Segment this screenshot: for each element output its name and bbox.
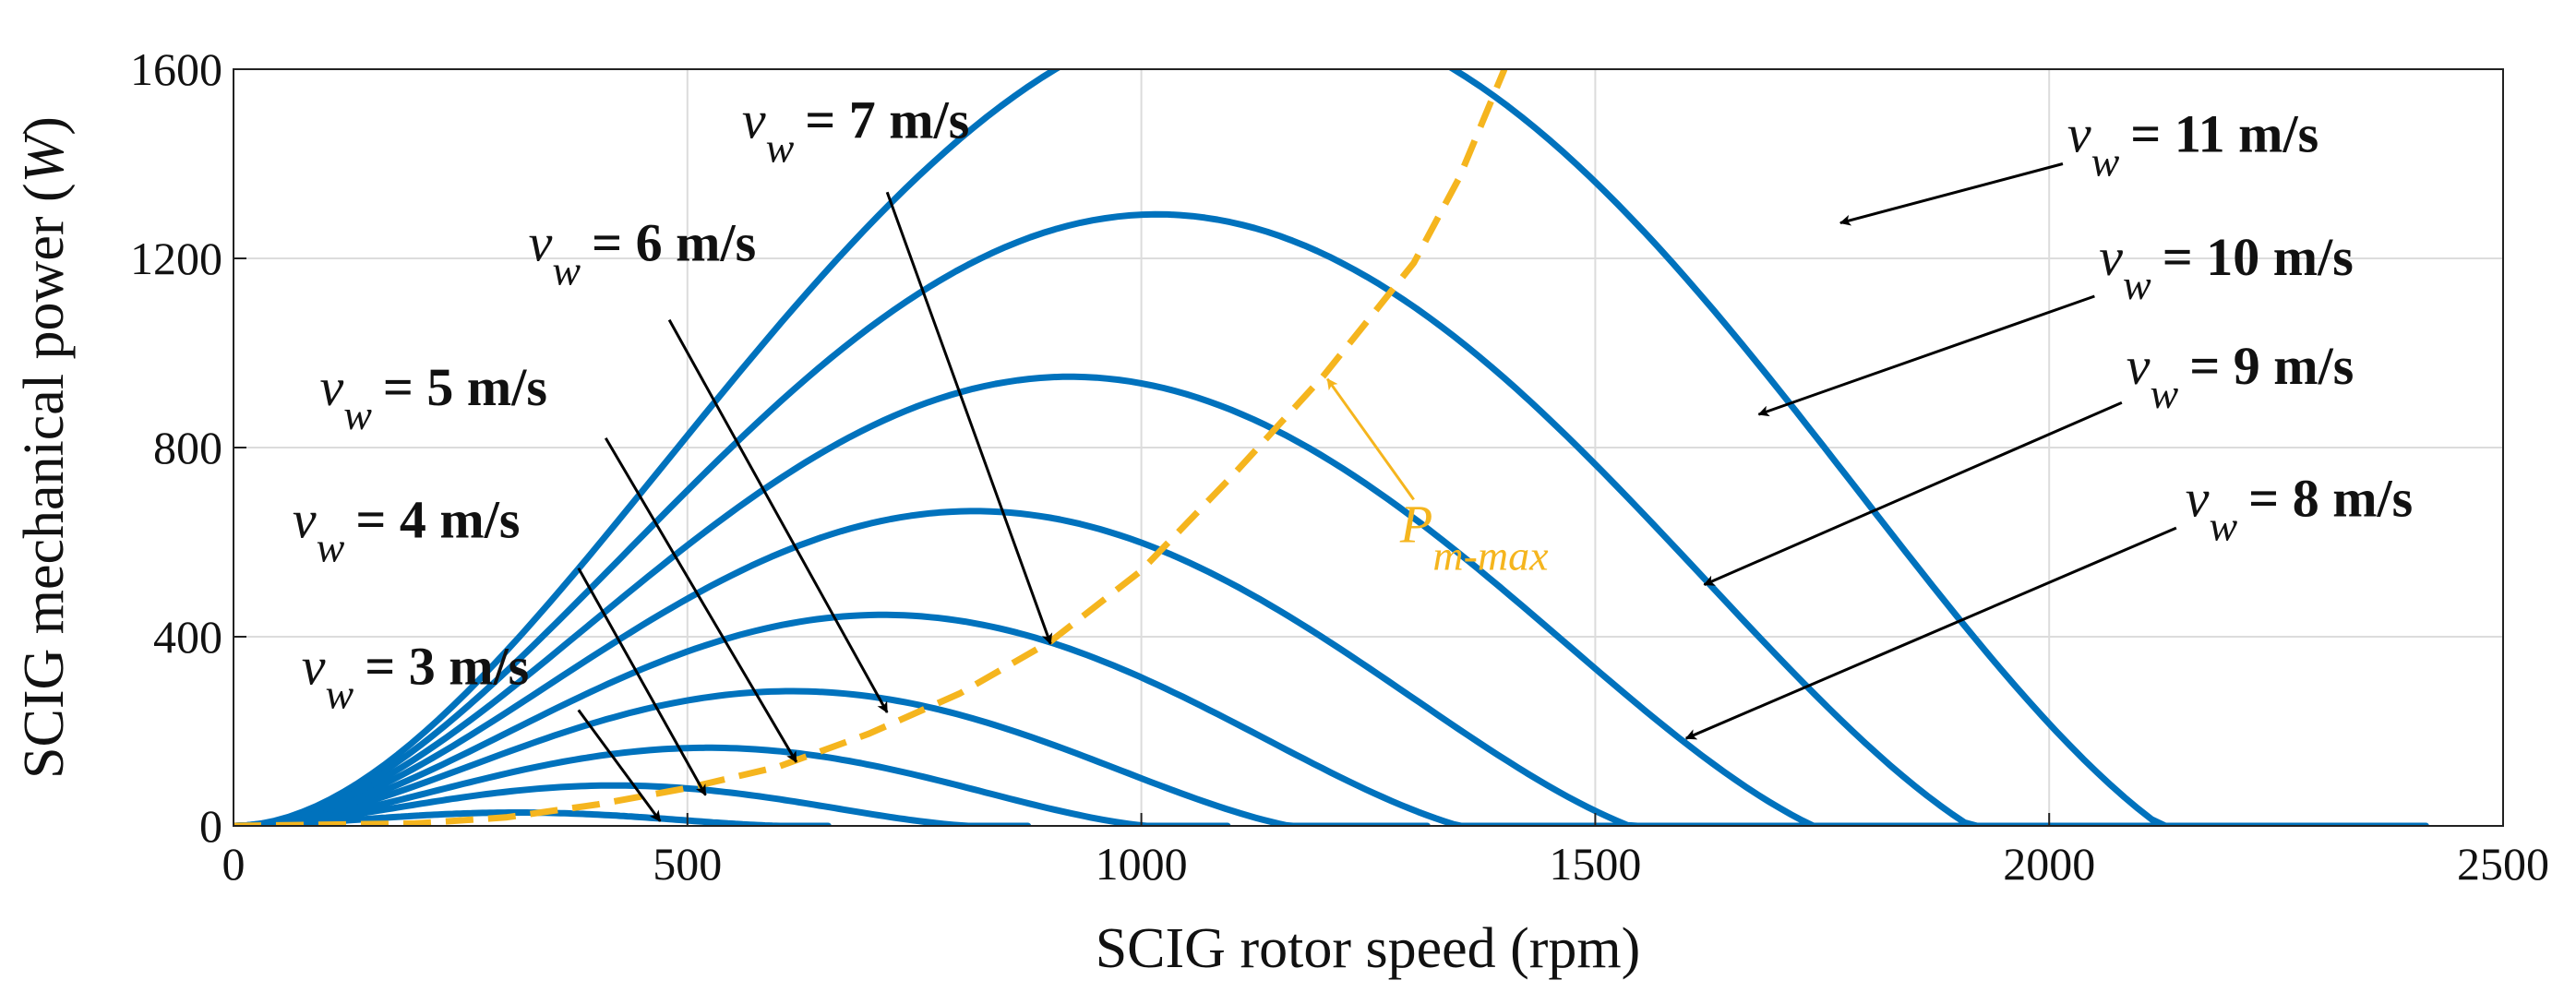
wind-speed-value: = 11 m/s [2130,104,2318,164]
wind-speed-subscript: w [2209,502,2237,549]
wind-speed-value: = 7 m/s [805,90,969,149]
y-axis-title-prefix: SCIG mechanical power ( [13,183,76,779]
wind-speed-value: = 9 m/s [2189,336,2354,396]
wind-speed-label-11-ms: vw = 11 m/s [2067,104,2318,185]
y-tick-label: 0 [199,800,222,852]
grid-lines [234,69,2503,826]
wind-speed-symbol: v [742,90,766,149]
x-tick-label: 2000 [2003,838,2095,890]
power-curve-11-ms [234,69,2429,826]
wind-speed-label-3-ms: vw = 3 m/s [302,636,530,717]
wind-speed-symbol: v [2099,227,2123,287]
y-tick-label: 1600 [130,43,222,95]
annotation-arrow-5-ms [604,436,798,763]
y-axis-title: SCIG mechanical power (W) [13,116,76,779]
pmax-label-main: P [1399,495,1432,555]
pmax-curve [234,69,1508,826]
wind-speed-subscript: w [552,247,581,294]
power-curve-7-ms [234,611,1631,826]
x-tick-label: 500 [653,838,722,890]
pmax-curve-group [234,69,1508,826]
wind-speed-label-8-ms: vw = 8 m/s [2186,468,2414,549]
x-tick-label: 2500 [2457,838,2549,890]
wind-speed-symbol: v [2127,336,2151,396]
wind-speed-symbol: v [529,213,553,273]
power-curve-9-ms [234,373,2031,826]
wind-speed-label-5-ms: vw = 5 m/s [319,357,547,438]
annotation-arrow-10-ms [1757,294,2095,417]
wind-speed-symbol: v [319,357,343,417]
wind-speed-label-10-ms: vw = 10 m/s [2099,227,2354,308]
pmax-label: Pm-max [1399,495,1549,580]
annotation-arrow-8-ms [1684,526,2177,740]
power-curve-8-ms [234,508,1830,826]
wind-speed-value: = 6 m/s [592,213,756,273]
axis-ticks: 0 500 1000 1500 2000 2500 0 400 800 1200 1600 [130,43,2549,890]
y-tick-label: 800 [153,422,222,473]
y-axis-title-suffix: ) [13,116,76,136]
y-tick-label: 1200 [130,233,222,284]
wind-speed-subscript: w [2151,370,2179,417]
x-tick-label: 0 [222,838,246,890]
pmax-label-sub: m-max [1432,532,1549,580]
wind-speed-value: = 10 m/s [2163,227,2354,287]
wind-speed-symbol: v [2067,104,2091,164]
annotation-arrow-3-ms [577,709,662,822]
annotation-arrow-11-ms [1839,162,2064,226]
wind-speed-value: = 4 m/s [355,489,520,549]
wind-speed-subscript: w [2091,138,2120,185]
power-curve-5-ms [234,744,1231,826]
power-curve-6-ms [234,687,1431,826]
wind-speed-subscript: w [326,670,354,717]
wind-speed-value: = 5 m/s [383,357,547,417]
x-tick-label: 1500 [1549,838,1641,890]
wind-speed-symbol: v [302,636,326,696]
wind-speed-symbol: v [2186,468,2210,528]
x-axis-title: SCIG rotor speed (rpm) [1096,917,1641,980]
annotations: vw = 3 m/svw = 4 m/svw = 5 m/svw = 6 m/svw = … [293,90,2414,822]
wind-speed-subscript: w [766,124,795,171]
wind-speed-subscript: w [343,391,372,438]
wind-speed-label-6-ms: vw = 6 m/s [529,213,757,294]
annotation-arrow-6-ms [667,318,889,713]
wind-speed-subscript: w [317,523,345,570]
x-tick-label: 1000 [1096,838,1188,890]
pmax-annotation-arrow [1326,377,1415,501]
wind-speed-subscript: w [2123,261,2151,308]
wind-speed-label-4-ms: vw = 4 m/s [293,489,520,570]
annotation-arrow-4-ms [577,567,707,796]
y-tick-label: 400 [153,611,222,663]
wind-speed-value: = 8 m/s [2248,468,2413,528]
wind-speed-label-7-ms: vw = 7 m/s [742,90,969,171]
power-curve-4-ms [234,782,1032,826]
annotation-arrow-9-ms [1703,400,2123,586]
annotation-arrow-7-ms [885,191,1053,645]
wind-speed-label-9-ms: vw = 9 m/s [2127,336,2354,417]
wind-speed-symbol: v [293,489,317,549]
wind-speed-value: = 3 m/s [365,636,529,696]
y-axis-title-unit: W [13,130,76,183]
power-curve-10-ms [234,210,2230,826]
